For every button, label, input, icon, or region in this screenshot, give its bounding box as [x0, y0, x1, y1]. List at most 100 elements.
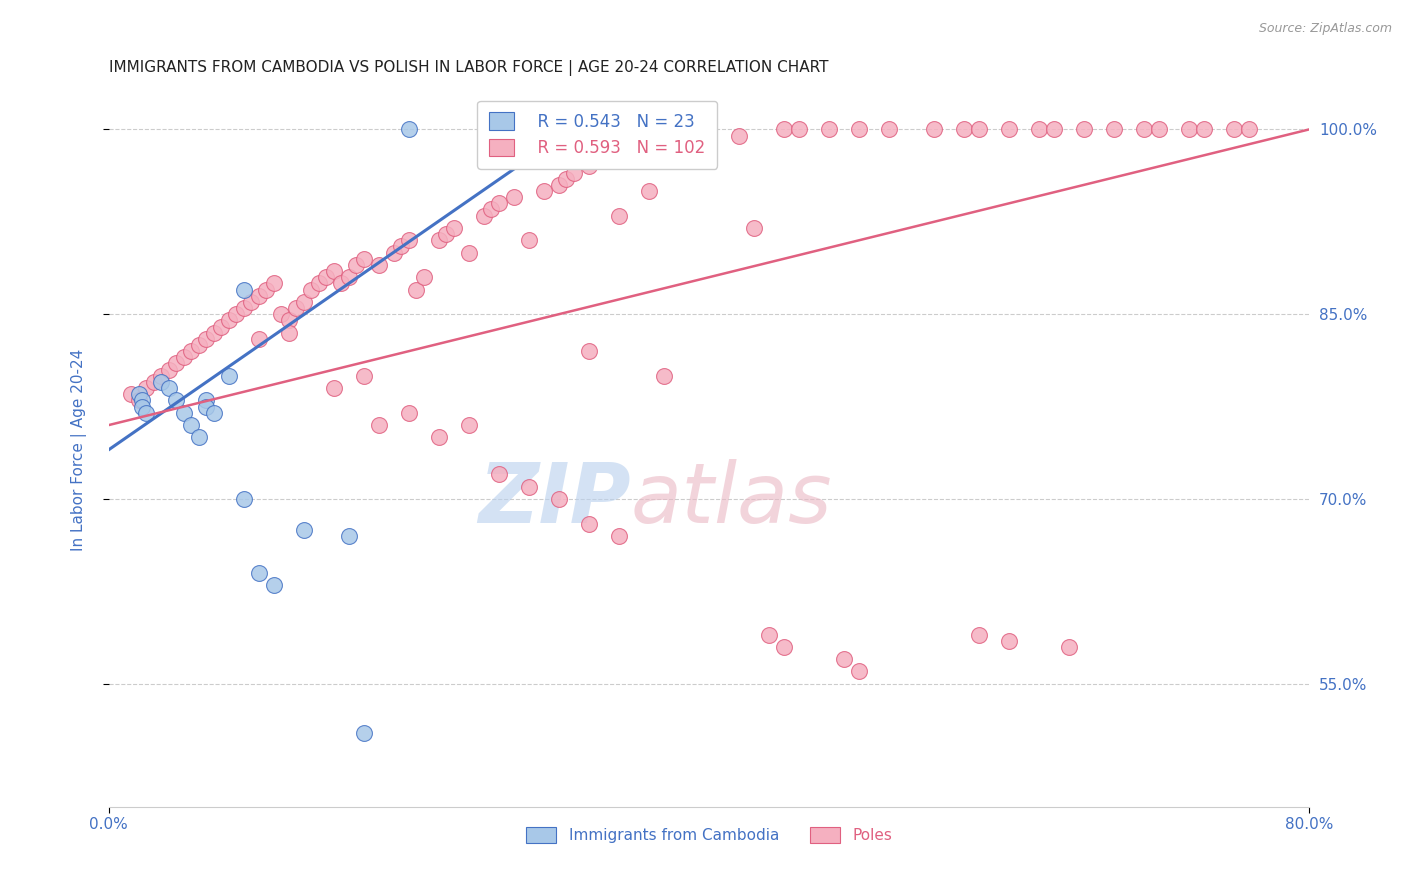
- Point: [758, 627, 780, 641]
- Point: [548, 491, 571, 506]
- Point: [427, 233, 450, 247]
- Point: [353, 726, 375, 740]
- Point: [787, 122, 810, 136]
- Point: [165, 356, 187, 370]
- Point: [202, 406, 225, 420]
- Point: [292, 523, 315, 537]
- Point: [548, 178, 571, 192]
- Point: [877, 122, 900, 136]
- Point: [578, 122, 600, 136]
- Point: [652, 368, 675, 383]
- Point: [218, 368, 240, 383]
- Point: [412, 270, 434, 285]
- Point: [562, 165, 585, 179]
- Point: [668, 147, 690, 161]
- Point: [1178, 122, 1201, 136]
- Point: [263, 578, 285, 592]
- Point: [488, 196, 510, 211]
- Point: [967, 627, 990, 641]
- Point: [427, 430, 450, 444]
- Point: [773, 640, 796, 654]
- Point: [232, 491, 254, 506]
- Point: [578, 159, 600, 173]
- Point: [240, 294, 263, 309]
- Point: [353, 252, 375, 266]
- Point: [367, 418, 389, 433]
- Point: [292, 294, 315, 309]
- Point: [128, 387, 150, 401]
- Point: [254, 283, 277, 297]
- Point: [232, 283, 254, 297]
- Point: [434, 227, 457, 241]
- Point: [1133, 122, 1156, 136]
- Point: [157, 362, 180, 376]
- Point: [165, 393, 187, 408]
- Point: [389, 239, 412, 253]
- Point: [195, 393, 218, 408]
- Point: [150, 368, 173, 383]
- Point: [1057, 640, 1080, 654]
- Point: [630, 147, 652, 161]
- Point: [555, 171, 578, 186]
- Point: [1147, 122, 1170, 136]
- Point: [1237, 122, 1260, 136]
- Point: [953, 122, 976, 136]
- Point: [443, 221, 465, 235]
- Point: [1223, 122, 1246, 136]
- Point: [578, 516, 600, 531]
- Legend:   R = 0.543   N = 23,   R = 0.593   N = 102: R = 0.543 N = 23, R = 0.593 N = 102: [477, 101, 717, 169]
- Point: [578, 344, 600, 359]
- Point: [180, 418, 202, 433]
- Point: [517, 480, 540, 494]
- Point: [832, 652, 855, 666]
- Point: [967, 122, 990, 136]
- Point: [135, 381, 157, 395]
- Point: [1043, 122, 1066, 136]
- Point: [472, 209, 495, 223]
- Point: [742, 221, 765, 235]
- Point: [503, 190, 526, 204]
- Point: [367, 258, 389, 272]
- Point: [638, 184, 661, 198]
- Point: [157, 381, 180, 395]
- Point: [405, 283, 427, 297]
- Point: [135, 406, 157, 420]
- Point: [848, 122, 870, 136]
- Text: ZIP: ZIP: [478, 459, 631, 541]
- Point: [180, 344, 202, 359]
- Point: [517, 233, 540, 247]
- Point: [382, 245, 405, 260]
- Point: [270, 307, 292, 321]
- Point: [131, 393, 153, 408]
- Point: [623, 153, 645, 168]
- Point: [195, 332, 218, 346]
- Point: [1073, 122, 1095, 136]
- Point: [398, 233, 420, 247]
- Point: [150, 375, 173, 389]
- Point: [277, 326, 299, 340]
- Text: Source: ZipAtlas.com: Source: ZipAtlas.com: [1258, 22, 1392, 36]
- Point: [337, 270, 360, 285]
- Point: [209, 319, 232, 334]
- Y-axis label: In Labor Force | Age 20-24: In Labor Force | Age 20-24: [72, 349, 87, 551]
- Point: [353, 368, 375, 383]
- Point: [1028, 122, 1050, 136]
- Point: [458, 418, 481, 433]
- Text: atlas: atlas: [631, 459, 832, 541]
- Point: [247, 289, 270, 303]
- Point: [322, 264, 344, 278]
- Point: [232, 301, 254, 315]
- Text: IMMIGRANTS FROM CAMBODIA VS POLISH IN LABOR FORCE | AGE 20-24 CORRELATION CHART: IMMIGRANTS FROM CAMBODIA VS POLISH IN LA…: [108, 60, 828, 76]
- Point: [285, 301, 308, 315]
- Point: [187, 338, 209, 352]
- Point: [1192, 122, 1215, 136]
- Point: [315, 270, 337, 285]
- Point: [697, 135, 720, 149]
- Point: [202, 326, 225, 340]
- Point: [142, 375, 165, 389]
- Point: [337, 529, 360, 543]
- Point: [277, 313, 299, 327]
- Point: [458, 245, 481, 260]
- Point: [247, 566, 270, 580]
- Point: [322, 381, 344, 395]
